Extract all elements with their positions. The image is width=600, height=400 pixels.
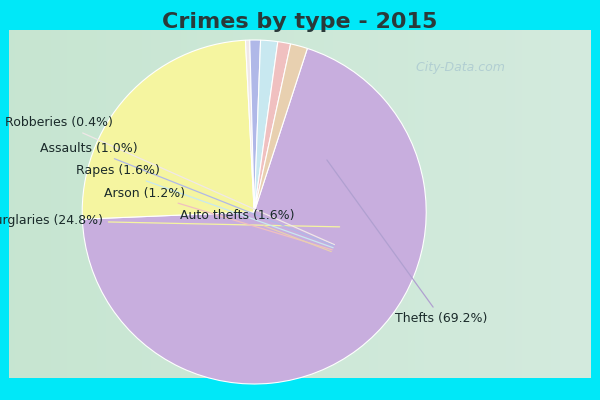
Wedge shape <box>82 48 426 384</box>
Text: Auto thefts (1.6%): Auto thefts (1.6%) <box>180 209 331 252</box>
Text: Assaults (1.0%): Assaults (1.0%) <box>40 142 334 246</box>
Wedge shape <box>254 40 278 212</box>
Wedge shape <box>254 42 290 212</box>
Text: Thefts (69.2%): Thefts (69.2%) <box>327 160 488 325</box>
Text: City-Data.com: City-Data.com <box>407 62 505 74</box>
Text: Rapes (1.6%): Rapes (1.6%) <box>76 164 333 248</box>
Wedge shape <box>254 44 307 212</box>
Wedge shape <box>82 40 254 219</box>
Text: Crimes by type - 2015: Crimes by type - 2015 <box>163 12 437 32</box>
Text: Robberies (0.4%): Robberies (0.4%) <box>5 116 334 245</box>
Text: Arson (1.2%): Arson (1.2%) <box>104 186 332 250</box>
Text: Burglaries (24.8%): Burglaries (24.8%) <box>0 214 340 227</box>
Wedge shape <box>250 40 260 212</box>
Wedge shape <box>245 40 254 212</box>
